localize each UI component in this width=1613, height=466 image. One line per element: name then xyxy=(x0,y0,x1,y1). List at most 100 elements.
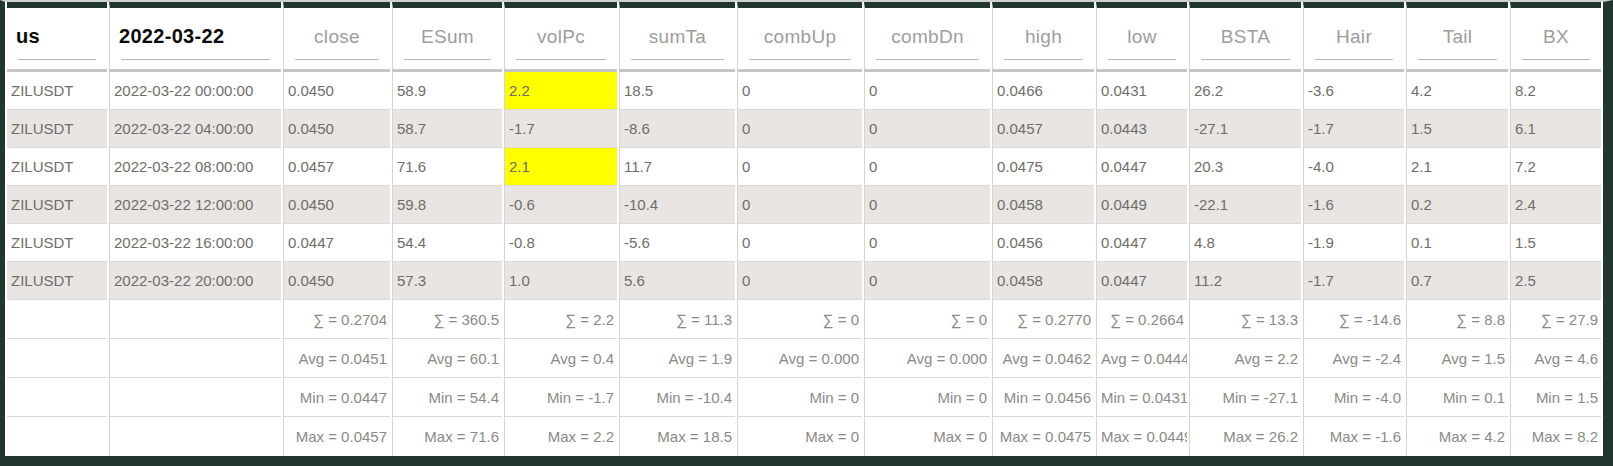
header-filter-input[interactable] xyxy=(295,59,379,60)
cell-combup: 0 xyxy=(737,224,862,262)
summary-cell-sum-high: ∑ = 0.2770 xyxy=(992,300,1094,339)
summary-cell-avg-close: Avg = 0.0451 xyxy=(283,339,390,378)
header-filter-input[interactable] xyxy=(121,59,270,60)
summary-cell-avg-sumta: Avg = 1.9 xyxy=(619,339,735,378)
cell-tail: 2.1 xyxy=(1406,148,1508,186)
summary-cell-max-tail: Max = 4.2 xyxy=(1406,417,1508,456)
cell-high: 0.0475 xyxy=(992,148,1094,186)
cell-close: 0.0450 xyxy=(283,72,390,110)
column-header-close[interactable]: close xyxy=(283,2,390,72)
cell-volpc-highlighted: 2.2 xyxy=(504,72,617,110)
column-header-tail[interactable]: Tail xyxy=(1406,2,1508,72)
cell-high: 0.0457 xyxy=(992,110,1094,148)
column-header-low[interactable]: low xyxy=(1096,2,1187,72)
cell-tail: 1.5 xyxy=(1406,110,1508,148)
cell-bx: 7.2 xyxy=(1510,148,1601,186)
header-filter-input[interactable] xyxy=(1522,59,1590,60)
column-header-bsta[interactable]: BSTA xyxy=(1189,2,1301,72)
header-filter-input[interactable] xyxy=(631,59,724,60)
cell-combdn: 0 xyxy=(864,110,990,148)
cell-esum: 54.4 xyxy=(392,224,502,262)
column-label-us: us xyxy=(7,25,107,48)
summary-cell-min-sumta: Min = -10.4 xyxy=(619,378,735,417)
summary-cell-max-bx: Max = 8.2 xyxy=(1510,417,1601,456)
cell-bx: 1.5 xyxy=(1510,224,1601,262)
header-filter-input[interactable] xyxy=(404,59,491,60)
cell-combdn: 0 xyxy=(864,148,990,186)
header-filter-input[interactable] xyxy=(516,59,606,60)
summary-cell-sum-bsta: ∑ = 13.3 xyxy=(1189,300,1301,339)
header-filter-input[interactable] xyxy=(1108,59,1176,60)
cell-tail: 4.2 xyxy=(1406,72,1508,110)
column-header-volpc[interactable]: volPc xyxy=(504,2,617,72)
cell-close: 0.0447 xyxy=(283,224,390,262)
cell-combup: 0 xyxy=(737,110,862,148)
table-row: ZILUSDT2022-03-22 16:00:000.044754.4-0.8… xyxy=(7,224,1601,262)
summary-cell-sum-combdn: ∑ = 0 xyxy=(864,300,990,339)
cell-high: 0.0456 xyxy=(992,224,1094,262)
column-header-combup[interactable]: combUp xyxy=(737,2,862,72)
column-header-hair[interactable]: Hair xyxy=(1303,2,1404,72)
cell-us: ZILUSDT xyxy=(7,262,107,300)
cell-date: 2022-03-22 08:00:00 xyxy=(109,148,281,186)
column-header-high[interactable]: high xyxy=(992,2,1094,72)
cell-combup: 0 xyxy=(737,186,862,224)
summary-cell-sum-tail: ∑ = 8.8 xyxy=(1406,300,1508,339)
cell-us: ZILUSDT xyxy=(7,72,107,110)
cell-hair: -1.9 xyxy=(1303,224,1404,262)
cell-volpc: -1.7 xyxy=(504,110,617,148)
header-filter-input[interactable] xyxy=(1004,59,1083,60)
column-header-combdn[interactable]: combDn xyxy=(864,2,990,72)
summary-cell-min-combdn: Min = 0 xyxy=(864,378,990,417)
column-header-date[interactable]: 2022-03-22 xyxy=(109,2,281,72)
summary-row-avg: Avg = 0.0451Avg = 60.1Avg = 0.4Avg = 1.9… xyxy=(7,339,1601,378)
column-label-combup: combUp xyxy=(738,26,862,48)
summary-cell-min-bsta: Min = -27.1 xyxy=(1189,378,1301,417)
cell-close: 0.0450 xyxy=(283,186,390,224)
header-filter-input[interactable] xyxy=(1201,59,1290,60)
cell-sumta: 18.5 xyxy=(619,72,735,110)
cell-sumta: -5.6 xyxy=(619,224,735,262)
header-filter-input[interactable] xyxy=(1315,59,1393,60)
cell-esum: 57.3 xyxy=(392,262,502,300)
header-filter-input[interactable] xyxy=(876,59,979,60)
summary-cell-min-us xyxy=(7,378,107,417)
column-header-sumta[interactable]: sumTa xyxy=(619,2,735,72)
summary-row-max: Max = 0.0457Max = 71.6Max = 2.2Max = 18.… xyxy=(7,417,1601,456)
summary-cell-min-combup: Min = 0 xyxy=(737,378,862,417)
summary-cell-max-bsta: Max = 26.2 xyxy=(1189,417,1301,456)
cell-date: 2022-03-22 00:00:00 xyxy=(109,72,281,110)
summary-row-sum: ∑ = 0.2704∑ = 360.5∑ = 2.2∑ = 11.3∑ = 0∑… xyxy=(7,300,1601,339)
cell-volpc: 1.0 xyxy=(504,262,617,300)
header-filter-input[interactable] xyxy=(1418,59,1497,60)
summary-cell-max-us xyxy=(7,417,107,456)
header-filter-input[interactable] xyxy=(749,59,851,60)
column-label-tail: Tail xyxy=(1407,26,1508,48)
summary-cell-avg-combdn: Avg = 0.000 xyxy=(864,339,990,378)
cell-date: 2022-03-22 12:00:00 xyxy=(109,186,281,224)
column-label-hair: Hair xyxy=(1304,26,1404,48)
summary-cell-min-date xyxy=(109,378,281,417)
column-header-bx[interactable]: BX xyxy=(1510,2,1601,72)
header-filter-input[interactable] xyxy=(18,59,96,60)
cell-low: 0.0447 xyxy=(1096,148,1187,186)
summary-cell-sum-hair: ∑ = -14.6 xyxy=(1303,300,1404,339)
cell-high: 0.0466 xyxy=(992,72,1094,110)
summary-cell-avg-bx: Avg = 4.6 xyxy=(1510,339,1601,378)
column-header-us[interactable]: us xyxy=(7,2,107,72)
cell-sumta: 5.6 xyxy=(619,262,735,300)
cell-bsta: -22.1 xyxy=(1189,186,1301,224)
summary-cell-max-high: Max = 0.0475 xyxy=(992,417,1094,456)
header-row: us2022-03-22closeESumvolPcsumTacombUpcom… xyxy=(7,2,1601,72)
cell-esum: 59.8 xyxy=(392,186,502,224)
cell-high: 0.0458 xyxy=(992,262,1094,300)
table-row: ZILUSDT2022-03-22 04:00:000.045058.7-1.7… xyxy=(7,110,1601,148)
column-label-combdn: combDn xyxy=(865,26,990,48)
summary-cell-avg-date xyxy=(109,339,281,378)
table-header: us2022-03-22closeESumvolPcsumTacombUpcom… xyxy=(7,2,1601,72)
summary-cell-avg-hair: Avg = -2.4 xyxy=(1303,339,1404,378)
cell-close: 0.0450 xyxy=(283,110,390,148)
column-header-esum[interactable]: ESum xyxy=(392,2,502,72)
summary-cell-avg-us xyxy=(7,339,107,378)
summary-cell-max-volpc: Max = 2.2 xyxy=(504,417,617,456)
